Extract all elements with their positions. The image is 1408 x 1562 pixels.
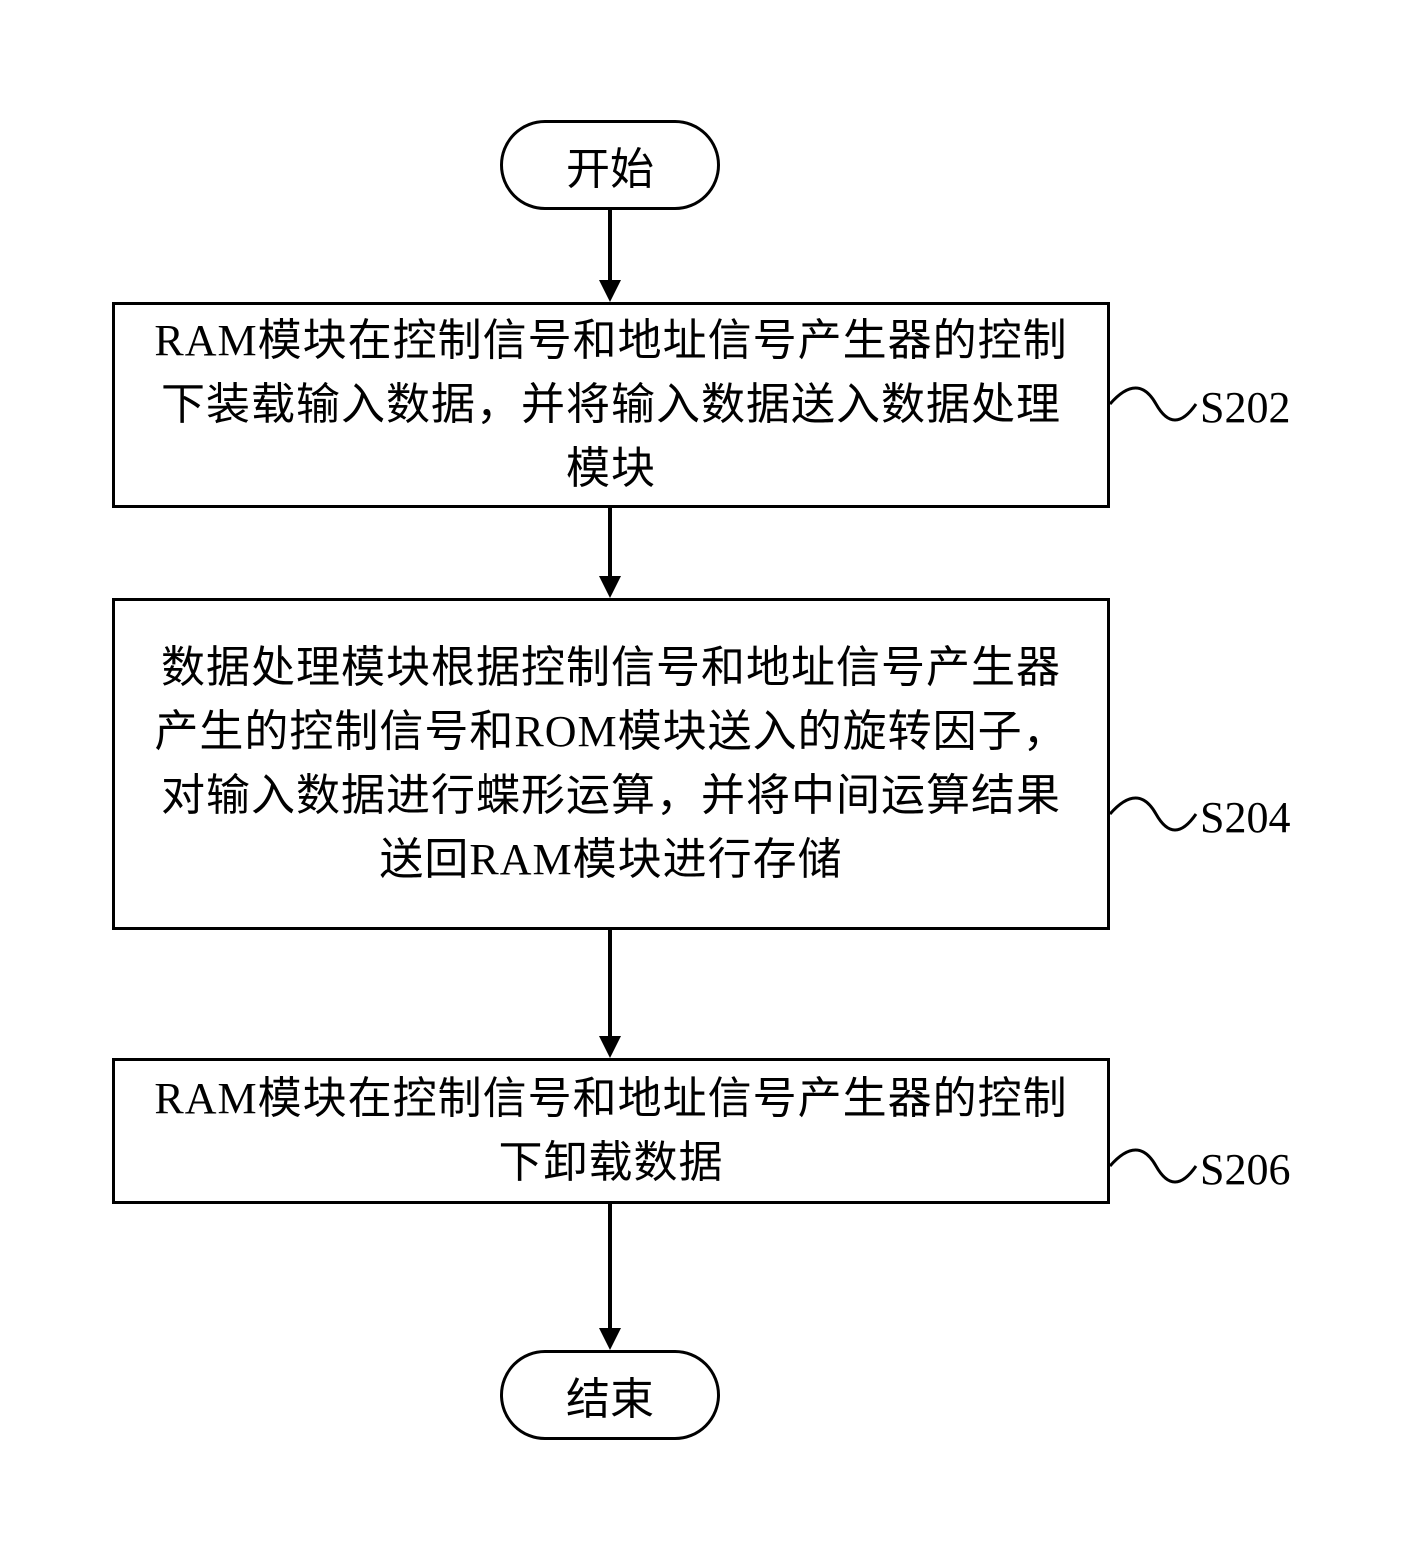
process-s204-text: 数据处理模块根据控制信号和地址信号产生器产生的控制信号和ROM模块送入的旋转因子… [139,636,1083,891]
label-tick-s204 [1108,780,1198,848]
end-node: 结束 [500,1350,720,1440]
process-s204: 数据处理模块根据控制信号和地址信号产生器产生的控制信号和ROM模块送入的旋转因子… [112,598,1110,930]
flowchart-container: 开始 RAM模块在控制信号和地址信号产生器的控制下装载输入数据，并将输入数据送入… [0,0,1408,1562]
process-s206: RAM模块在控制信号和地址信号产生器的控制下卸载数据 [112,1058,1110,1204]
process-s202: RAM模块在控制信号和地址信号产生器的控制下装载输入数据，并将输入数据送入数据处… [112,302,1110,508]
end-text: 结束 [566,1363,654,1427]
edge-s202-s204 [608,508,612,576]
arrowhead-start-s202 [599,280,621,302]
label-tick-s202 [1108,370,1198,438]
edge-s204-s206 [608,930,612,1036]
process-s202-text: RAM模块在控制信号和地址信号产生器的控制下装载输入数据，并将输入数据送入数据处… [139,309,1083,500]
process-s206-text: RAM模块在控制信号和地址信号产生器的控制下卸载数据 [139,1067,1083,1195]
start-node: 开始 [500,120,720,210]
arrowhead-s206-end [599,1328,621,1350]
label-s202: S202 [1200,382,1290,433]
label-s206: S206 [1200,1144,1290,1195]
label-s204: S204 [1200,792,1290,843]
edge-s206-end [608,1204,612,1328]
arrowhead-s202-s204 [599,576,621,598]
edge-start-s202 [608,210,612,280]
arrowhead-s204-s206 [599,1036,621,1058]
label-tick-s206 [1108,1132,1198,1200]
start-text: 开始 [566,133,654,197]
